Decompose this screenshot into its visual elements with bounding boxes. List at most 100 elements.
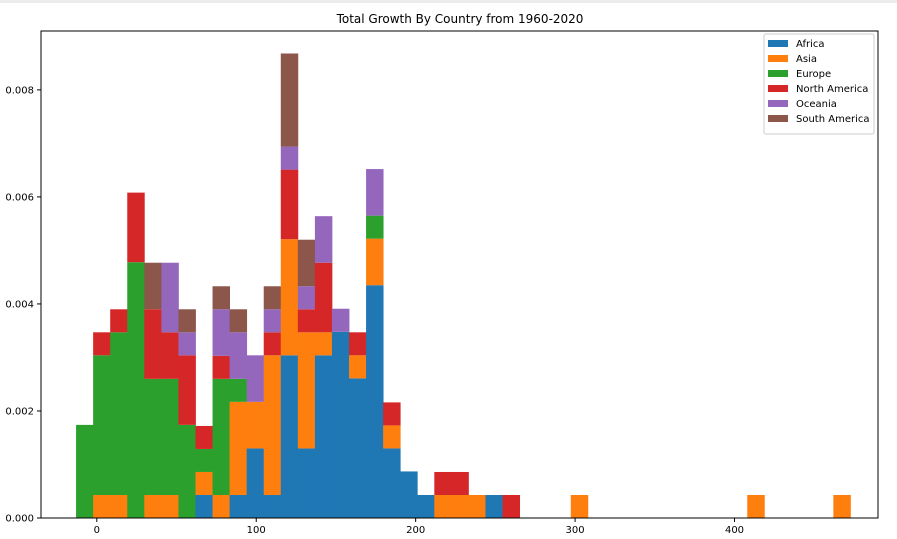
x-axis: 0 100 200 300 400 bbox=[94, 518, 744, 536]
bar-africa bbox=[229, 494, 248, 518]
bar-asia bbox=[468, 494, 486, 518]
bar-asia bbox=[144, 494, 162, 518]
bar-oceania bbox=[161, 262, 179, 333]
bar-asia bbox=[366, 238, 384, 286]
bar-south-america bbox=[263, 286, 282, 310]
bar-europe bbox=[195, 448, 213, 472]
bar-north-america bbox=[195, 425, 213, 449]
y-tick-label: 0.006 bbox=[5, 192, 34, 203]
bar-asia bbox=[297, 332, 316, 449]
bar-asia bbox=[212, 494, 231, 518]
bar-europe bbox=[212, 378, 231, 495]
bar-south-america bbox=[280, 53, 299, 147]
bar-africa bbox=[263, 494, 282, 518]
window-top-border bbox=[0, 0, 897, 3]
bar-africa bbox=[400, 471, 418, 518]
bar-asia bbox=[263, 355, 282, 495]
bar-asia bbox=[451, 494, 469, 518]
bars-group bbox=[76, 53, 851, 518]
bar-north-america bbox=[349, 332, 367, 356]
bar-north-america bbox=[297, 309, 316, 333]
y-axis: 0.000 0.002 0.004 0.006 0.008 bbox=[5, 85, 41, 525]
bar-north-america bbox=[451, 471, 469, 495]
bar-africa bbox=[485, 494, 503, 518]
bar-oceania bbox=[331, 308, 350, 332]
bar-europe bbox=[366, 215, 384, 239]
bar-asia bbox=[110, 494, 128, 518]
legend-label: South America bbox=[796, 114, 870, 125]
bar-asia bbox=[383, 425, 401, 449]
bar-africa bbox=[331, 331, 350, 518]
legend-box bbox=[763, 33, 875, 135]
bar-asia bbox=[747, 494, 765, 518]
bar-asia bbox=[93, 494, 111, 518]
bar-north-america bbox=[502, 494, 521, 518]
bar-africa bbox=[280, 355, 299, 518]
legend-swatch bbox=[768, 115, 788, 122]
bar-south-america bbox=[297, 239, 316, 287]
bar-north-america bbox=[161, 332, 179, 379]
legend-label: Europe bbox=[796, 69, 831, 80]
x-tick-label: 200 bbox=[406, 525, 425, 536]
legend-label: Oceania bbox=[796, 99, 837, 110]
bar-europe bbox=[93, 355, 111, 495]
bar-oceania bbox=[246, 355, 265, 402]
legend-label: North America bbox=[796, 84, 868, 95]
bar-africa bbox=[417, 494, 435, 518]
bar-north-america bbox=[110, 309, 128, 333]
bar-north-america bbox=[93, 332, 111, 356]
x-tick-label: 100 bbox=[247, 525, 266, 536]
bar-africa bbox=[383, 448, 401, 518]
bar-asia bbox=[280, 239, 299, 356]
bar-north-america bbox=[144, 309, 162, 379]
bar-north-america bbox=[178, 355, 196, 425]
bar-europe bbox=[76, 424, 94, 518]
bar-oceania bbox=[263, 309, 282, 333]
bar-asia bbox=[246, 401, 265, 449]
bar-africa bbox=[246, 448, 265, 518]
bar-europe bbox=[161, 378, 179, 495]
bar-north-america bbox=[383, 402, 401, 426]
bar-asia bbox=[195, 471, 213, 495]
bar-oceania bbox=[297, 286, 316, 310]
bar-europe bbox=[127, 262, 145, 518]
bar-asia bbox=[229, 401, 248, 495]
bar-asia bbox=[314, 332, 333, 356]
y-tick-label: 0.002 bbox=[5, 406, 34, 417]
legend-label: Africa bbox=[796, 39, 825, 50]
y-tick-label: 0.000 bbox=[5, 514, 34, 525]
legend-swatch bbox=[768, 70, 788, 77]
legend-swatch bbox=[768, 40, 788, 47]
y-tick-label: 0.004 bbox=[5, 299, 34, 310]
bar-europe bbox=[229, 378, 248, 402]
bar-asia bbox=[434, 494, 452, 518]
y-tick-label: 0.008 bbox=[5, 85, 34, 96]
bar-africa bbox=[297, 448, 316, 518]
legend-label: Asia bbox=[796, 54, 817, 65]
bar-oceania bbox=[366, 169, 384, 216]
bar-north-america bbox=[127, 192, 145, 263]
bar-north-america bbox=[434, 471, 452, 495]
bar-south-america bbox=[212, 286, 231, 310]
bar-oceania bbox=[280, 146, 299, 170]
bar-south-america bbox=[144, 262, 162, 310]
bar-europe bbox=[110, 332, 128, 495]
bar-asia bbox=[833, 494, 851, 518]
bar-asia bbox=[570, 494, 589, 518]
bar-south-america bbox=[178, 309, 196, 333]
bar-asia bbox=[161, 494, 179, 518]
bar-africa bbox=[349, 378, 367, 518]
bar-oceania bbox=[178, 332, 196, 356]
legend-swatch bbox=[768, 100, 788, 107]
x-tick-label: 400 bbox=[725, 525, 744, 536]
x-tick-label: 0 bbox=[94, 525, 100, 536]
bar-north-america bbox=[212, 355, 231, 379]
bar-europe bbox=[178, 424, 196, 518]
legend: Africa Asia Europe North America Oceania Sout… bbox=[763, 33, 875, 135]
bar-north-america bbox=[280, 169, 299, 240]
bar-africa bbox=[195, 494, 213, 518]
bar-asia bbox=[349, 355, 367, 379]
bar-europe bbox=[144, 378, 162, 495]
bar-africa bbox=[314, 355, 333, 518]
